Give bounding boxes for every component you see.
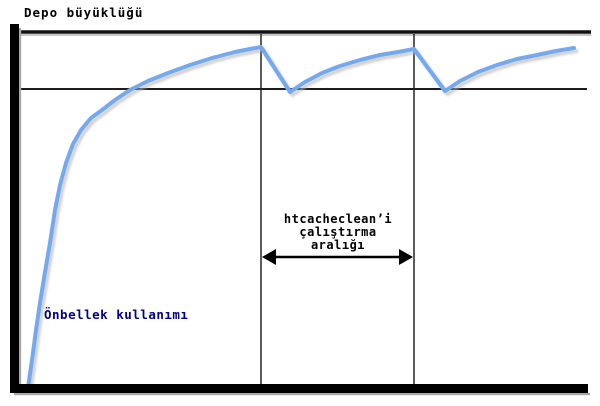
chart-title: Depo büyüklüğü — [24, 5, 144, 20]
curve-label: Önbellek kullanımı — [44, 307, 189, 322]
x-axis-shadow — [14, 393, 590, 396]
cache-usage-curve — [26, 45, 576, 390]
x-axis-line — [10, 384, 588, 393]
interval-arrow-right-head — [399, 249, 413, 265]
interval-annotation: htcacheclean’i çalıştırma aralığı — [283, 212, 393, 252]
y-axis-shadow — [19, 28, 22, 391]
cache-usage-curve-shadow — [28, 48, 579, 393]
y-axis-line — [10, 24, 19, 393]
interval-arrow-left-head — [262, 249, 276, 265]
